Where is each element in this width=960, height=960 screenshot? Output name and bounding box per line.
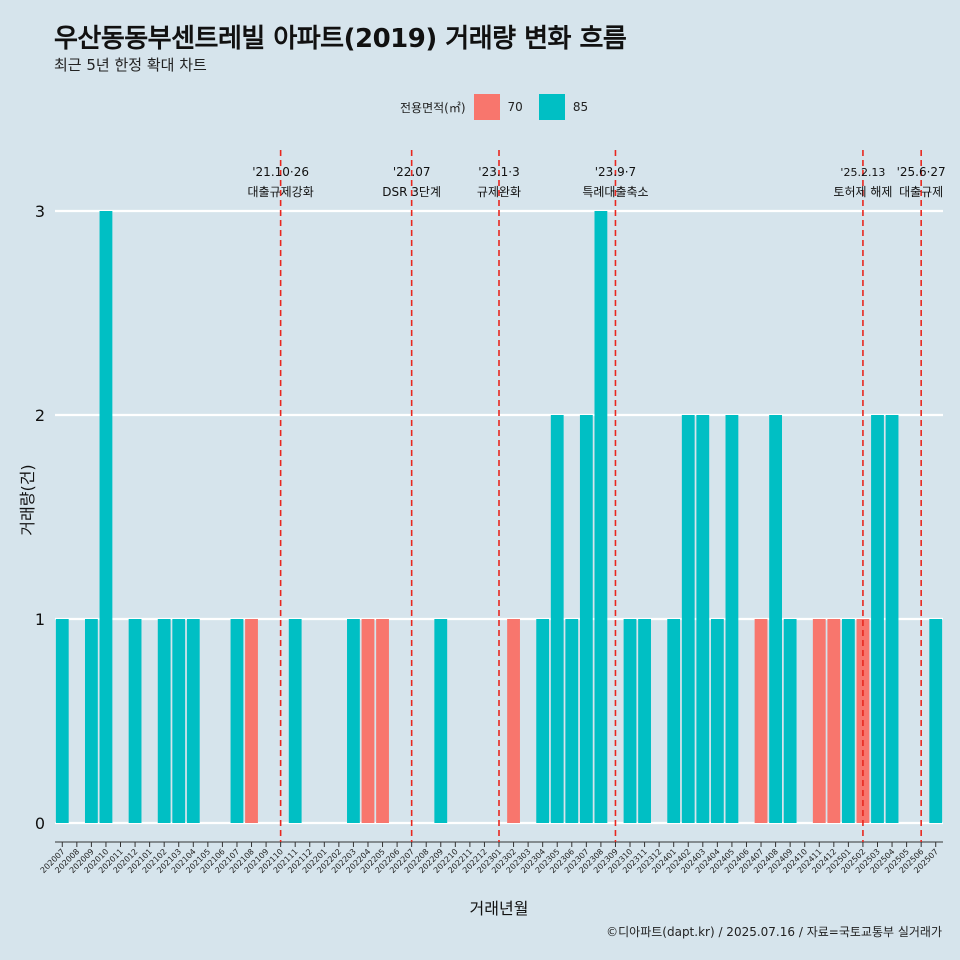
bar-70-202411 [812, 619, 826, 823]
legend-label-85: 85 [572, 100, 589, 114]
bar-85-202102 [157, 619, 171, 823]
bar-85-202209 [434, 619, 448, 823]
legend: 전용면적(㎡) 70 85 [400, 92, 604, 122]
bar-85-202308 [594, 211, 608, 823]
bar-85-202304 [536, 619, 550, 823]
bar-85-202402 [681, 415, 695, 823]
event-date: '23.9·7 [595, 165, 636, 179]
event-label: 대출규제강화 [248, 185, 314, 199]
bar-70-202205 [376, 619, 389, 823]
event-label: 대출규제 [899, 185, 943, 199]
legend-swatch-85 [538, 94, 565, 120]
bar-85-202504 [885, 415, 899, 823]
bar-85-202104 [186, 619, 200, 823]
bar-85-202007 [55, 619, 69, 823]
y-tick-label: 3 [35, 202, 45, 221]
event-label: DSR 3단계 [382, 185, 441, 199]
caption: ©디아파트(dapt.kr) / 2025.07.16 / 자료=국토교통부 실… [606, 925, 942, 939]
bar-70-202204 [361, 619, 375, 823]
bar-85-202403 [696, 415, 710, 823]
bar-85-202310 [623, 619, 637, 823]
event-date: '21.10·26 [252, 165, 309, 179]
bar-85-202507 [929, 619, 943, 823]
legend-swatch-70 [473, 94, 500, 120]
event-label: 규제완화 [477, 185, 521, 199]
bar-85-202307 [579, 415, 593, 823]
event-date: '25.6·27 [897, 165, 946, 179]
x-axis-title: 거래년월 [470, 899, 529, 918]
y-tick-label: 2 [35, 406, 45, 425]
event-label: 토허제 해제 [833, 185, 892, 199]
y-tick-label: 0 [35, 814, 45, 833]
bar-85-202111 [288, 619, 302, 823]
bar-85-202103 [172, 619, 186, 823]
bar-85-202501 [841, 619, 855, 823]
event-date: '23.1·3 [478, 165, 519, 179]
bar-85-202203 [347, 619, 360, 823]
event-date: '25.2.13 [840, 166, 885, 179]
event-label: 특례대출축소 [582, 185, 648, 199]
bar-70-202108 [245, 619, 258, 823]
legend-title: 전용면적(㎡) [400, 100, 466, 115]
bar-85-202404 [710, 619, 724, 823]
bar-85-202311 [638, 619, 651, 823]
y-tick-label: 1 [35, 610, 45, 629]
chart-subtitle: 최근 5년 한정 확대 차트 [54, 56, 207, 74]
bar-85-202012 [128, 619, 142, 823]
bar-70-202302 [507, 619, 520, 823]
bar-85-202305 [550, 415, 564, 823]
bar-85-202503 [871, 415, 884, 823]
chart-title: 우산동동부센트레빌 아파트(2019) 거래량 변화 흐름 [54, 24, 627, 54]
bar-70-202412 [827, 619, 841, 823]
bar-85-202409 [783, 619, 797, 823]
bar-85-202405 [725, 415, 739, 823]
event-date: '22.07 [393, 165, 431, 179]
bar-85-202401 [667, 619, 681, 823]
bar-85-202107 [230, 619, 244, 823]
bar-85-202010 [99, 211, 113, 823]
y-axis-title: 거래량(건) [18, 464, 37, 535]
bar-70-202407 [754, 619, 768, 823]
legend-label-70: 70 [507, 100, 523, 114]
bar-85-202009 [84, 619, 98, 823]
bar-85-202306 [565, 619, 579, 823]
bar-85-202408 [769, 415, 782, 823]
